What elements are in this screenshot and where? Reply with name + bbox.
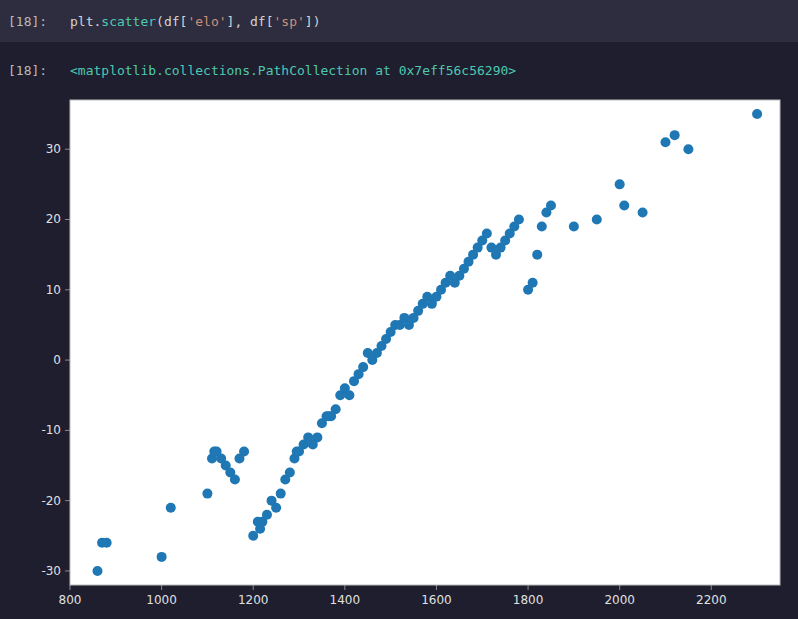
x-tick-label: 1200 [238,593,269,607]
plot-background [70,100,780,585]
point [344,390,354,400]
point [670,130,680,140]
point [683,144,693,154]
x-tick-label: 1600 [421,593,452,607]
x-tick-label: 2000 [604,593,635,607]
code-cell [0,0,798,42]
point [285,468,295,478]
page-background [0,0,798,619]
x-tick-label: 1800 [513,593,544,607]
point [660,137,670,147]
annotation: [18]: [8,63,47,78]
plot-frame [70,100,780,585]
axes: 800 1000 1200 1400 1600 1800 2000 2200 -30 -20 -10… [41,142,726,607]
point [276,489,286,499]
x-tick-label: 800 [59,593,82,607]
x-tick [70,585,71,590]
y-tick-label: 0 [53,353,61,367]
points [92,109,762,576]
chart: [18]: plt.scatter(df['elo'], df['sp']) [18… [0,0,798,619]
point [312,432,322,442]
point [230,475,240,485]
point [615,179,625,189]
x-tick [436,585,437,590]
point [331,404,341,414]
point [239,446,249,456]
y-tick-label: -20 [41,494,61,508]
x-tick [711,585,712,590]
y-tick [65,289,70,290]
point [102,538,112,548]
point [569,222,579,232]
x-tick-label: 1000 [146,593,177,607]
y-tick [65,430,70,431]
y-tick-label: -10 [41,423,61,437]
y-tick [65,219,70,220]
point [537,222,547,232]
y-tick [65,149,70,150]
x-tick [344,585,345,590]
y-tick-label: 30 [46,142,61,156]
point [202,489,212,499]
annotation: [18]: [8,14,47,29]
point [752,109,762,119]
x-tick-label: 1400 [330,593,361,607]
point [619,200,629,210]
annotation: plt.scatter(df['elo'], df['sp']) [70,14,321,29]
y-tick-label: 20 [46,212,61,226]
point [166,503,176,513]
x-tick [528,585,529,590]
point [592,214,602,224]
point [482,229,492,239]
point [546,200,556,210]
point [271,503,281,513]
x-tick [619,585,620,590]
point [532,250,542,260]
point [638,207,648,217]
annotation: <matplotlib.collections.PathCollection a… [70,63,516,78]
x-tick [253,585,254,590]
point [514,214,524,224]
y-tick [65,570,70,571]
x-tick [161,585,162,590]
y-tick [65,500,70,501]
point [528,278,538,288]
y-tick [65,360,70,361]
point [262,510,272,520]
point [358,362,368,372]
point [157,552,167,562]
x-tick-label: 2200 [696,593,727,607]
point [92,566,102,576]
y-tick-label: -30 [41,564,61,578]
y-tick-label: 10 [46,283,61,297]
